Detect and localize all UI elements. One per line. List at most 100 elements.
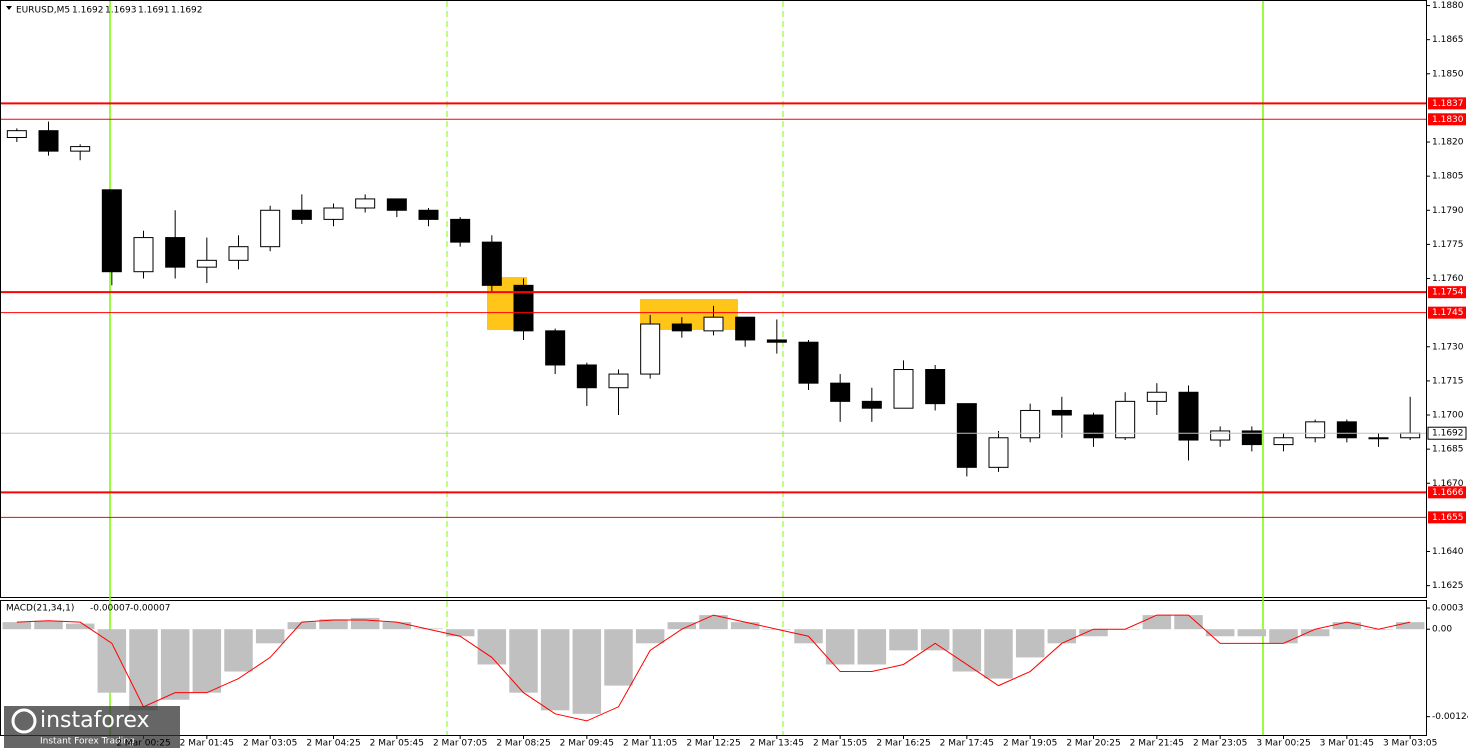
- macd-bar: [224, 629, 253, 672]
- macd-bar: [382, 622, 412, 630]
- macd-bar: [1269, 629, 1298, 644]
- x-tick-label: 2 Mar 17:45: [940, 739, 994, 749]
- macd-name: MACD(21,34,1): [6, 604, 74, 614]
- macd-bar: [1332, 622, 1362, 630]
- macd-bar: [1047, 629, 1077, 644]
- candle-body: [1336, 421, 1357, 439]
- candle-body: [1020, 409, 1041, 439]
- level-label: 1.1745: [1432, 308, 1464, 318]
- candle-body: [1241, 430, 1262, 446]
- macd-bar: [350, 617, 380, 630]
- candle-body: [671, 323, 692, 332]
- x-tick-label: 2 Mar 20:25: [1066, 739, 1120, 749]
- candle-body: [766, 339, 787, 343]
- x-tick-label: 3 Mar 00:25: [1256, 739, 1310, 749]
- macd-bar: [1395, 622, 1425, 630]
- candle-body: [1273, 437, 1294, 446]
- current-price-label: 1.1692: [1432, 429, 1464, 439]
- x-tick-label: 2 Mar 08:25: [496, 739, 550, 749]
- macd-bar: [572, 629, 602, 714]
- candle-body: [1368, 437, 1389, 440]
- x-tick-label: 2 Mar 04:25: [306, 739, 360, 749]
- symbol: EURUSD,M5: [16, 6, 70, 16]
- candle-body: [70, 146, 91, 152]
- candle-body: [1083, 414, 1104, 439]
- macd-bar: [889, 629, 918, 651]
- menu-arrow[interactable]: [6, 6, 12, 10]
- y-tick-label: 1.1850: [1432, 69, 1464, 79]
- macd-bar: [604, 629, 633, 686]
- quote-value: 1.1693: [105, 6, 137, 16]
- x-tick-label: 2 Mar 21:45: [1130, 739, 1184, 749]
- candle-body: [260, 209, 281, 248]
- level-box: [1428, 97, 1466, 110]
- candle-body: [703, 316, 724, 332]
- y-tick-label: 1.1730: [1432, 342, 1464, 352]
- candle-body: [545, 330, 566, 366]
- quote-value: 1.1691: [138, 6, 170, 16]
- macd-bar: [920, 629, 950, 651]
- logo-name: instaforex: [40, 708, 150, 733]
- candle-body: [1146, 391, 1167, 402]
- candle-body: [450, 218, 471, 243]
- y-tick-label: 1.1715: [1432, 376, 1464, 386]
- y-tick-label: 1.1640: [1432, 547, 1464, 557]
- x-tick-label: 2 Mar 15:05: [813, 739, 867, 749]
- macd-signal: [16, 614, 1411, 722]
- macd-bar: [255, 629, 285, 644]
- macd-bar: [730, 622, 760, 630]
- x-tick-label: 2 Mar 03:05: [243, 739, 297, 749]
- macd-bar: [509, 629, 538, 693]
- candle-body: [893, 369, 914, 409]
- candle-body: [1051, 409, 1072, 416]
- candle-body: [830, 382, 851, 402]
- level-label: 1.1830: [1432, 115, 1464, 125]
- macd-bar: [667, 622, 697, 630]
- y-tick-label: 0.0003: [1432, 604, 1464, 614]
- macd-bar: [1174, 615, 1203, 630]
- candle-body: [608, 373, 629, 389]
- candle-body: [1210, 430, 1231, 441]
- candle-body: [228, 246, 249, 261]
- macd-bar: [477, 629, 507, 665]
- current-price-box: [1427, 426, 1467, 440]
- y-tick-label: 1.1820: [1432, 138, 1464, 148]
- macd-bar: [97, 629, 127, 693]
- macd-bar: [287, 622, 317, 630]
- candle-body: [798, 341, 819, 384]
- y-tick-label: 1.1685: [1432, 445, 1464, 455]
- y-tick-label: 1.1700: [1432, 411, 1464, 421]
- candle-body: [1400, 432, 1421, 439]
- macd-bar: [1300, 629, 1330, 637]
- candle-body: [513, 284, 534, 332]
- candle-body: [355, 198, 376, 209]
- macd-bar: [445, 629, 475, 637]
- y-tick-label: -0.00124: [1432, 712, 1468, 722]
- x-tick-label: 2 Mar 23:05: [1193, 739, 1247, 749]
- candle-body: [1178, 391, 1199, 441]
- macd-readout: -0.00007: [90, 604, 130, 614]
- x-tick-label: 3 Mar 03:05: [1383, 739, 1437, 749]
- x-tick-label: 2 Mar 01:45: [180, 739, 234, 749]
- x-tick-label: 2 Mar 12:25: [686, 739, 740, 749]
- candle-body: [956, 403, 977, 468]
- candle-body: [1115, 400, 1136, 439]
- macd-bar: [160, 629, 190, 700]
- macd-bar: [1237, 629, 1267, 637]
- macd-bar: [1079, 629, 1108, 637]
- candle-body: [386, 198, 407, 211]
- x-tick-label: 2 Mar 19:05: [1003, 739, 1057, 749]
- x-tick-label: 3 Mar 01:45: [1320, 739, 1374, 749]
- y-tick-label: 1.1625: [1432, 581, 1464, 591]
- level-box: [1428, 286, 1466, 299]
- y-tick-label: 1.1775: [1432, 240, 1464, 250]
- macd-bar: [984, 629, 1013, 679]
- macd-bar: [192, 629, 222, 693]
- macd-bar: [825, 629, 855, 665]
- candle-body: [418, 209, 439, 220]
- candle-body: [988, 437, 1009, 468]
- macd-bar: [1142, 615, 1172, 630]
- y-tick-label: 0.00: [1432, 625, 1452, 635]
- quote-value: 1.1692: [171, 6, 203, 16]
